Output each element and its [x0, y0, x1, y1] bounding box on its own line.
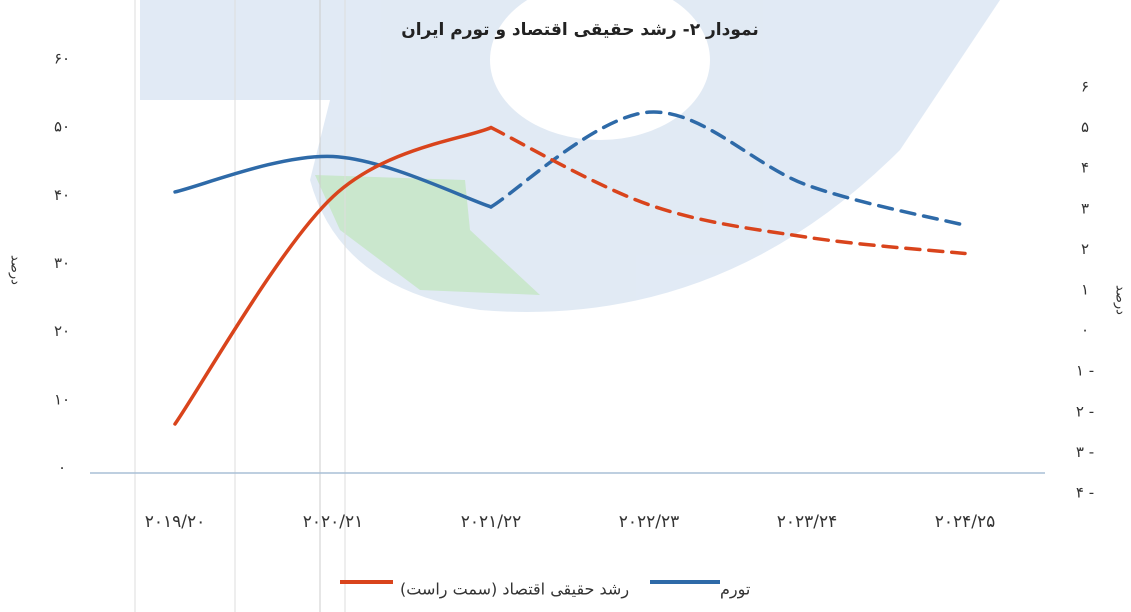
y2-tick-label: ۳ [1081, 199, 1089, 217]
legend-label: رشد حقیقی اقتصاد (سمت راست) [400, 580, 629, 600]
watermark [140, 0, 1000, 312]
y2-tick-label: ۴ - [1076, 484, 1094, 502]
series-line [173, 154, 493, 209]
watermark-hole [490, 0, 710, 140]
series-line-dashed [489, 125, 967, 256]
y2-tick-label: ۵ [1081, 118, 1089, 136]
x-tick-label: ۲۰۲۰/۲۱ [303, 512, 364, 532]
x-tick-label: ۲۰۲۱/۲۲ [461, 512, 522, 532]
y-tick-label: ۰ [58, 459, 66, 477]
y2-tick-label: ۱ - [1076, 362, 1094, 380]
legend-label: تورم [720, 580, 750, 600]
y-tick-label: ۵۰ [54, 118, 70, 136]
chart-title: نمودار ۲- رشد حقیقی اقتصاد و تورم ایران [401, 20, 759, 40]
y2-tick-label: ۴ [1081, 159, 1089, 177]
x-tick-label: ۲۰۲۴/۲۵ [935, 512, 996, 532]
y-axis-label: درصد [8, 255, 23, 285]
y-tick-label: ۶۰ [54, 50, 70, 68]
y2-tick-label: ۲ - [1076, 402, 1094, 420]
y-tick-label: ۱۰ [54, 390, 70, 408]
y-tick-label: ۴۰ [54, 186, 70, 204]
y2-axis-label: درصد [1113, 285, 1128, 315]
y-tick-label: ۳۰ [54, 254, 70, 272]
series-line-dashed [489, 110, 967, 228]
x-tick-label: ۲۰۲۲/۲۳ [619, 512, 680, 532]
y2-tick-label: ۲ [1081, 240, 1089, 258]
series-line [173, 125, 493, 426]
watermark-green [315, 175, 540, 295]
y2-tick-label: ۱ [1081, 281, 1089, 299]
x-tick-label: ۲۰۱۹/۲۰ [145, 512, 206, 532]
y2-tick-label: ۳ - [1076, 443, 1094, 461]
y-tick-label: ۲۰ [54, 322, 70, 340]
y2-tick-label: ۶ [1081, 78, 1089, 96]
x-tick-label: ۲۰۲۳/۲۴ [777, 512, 838, 532]
y2-tick-label: ۰ [1081, 321, 1089, 339]
